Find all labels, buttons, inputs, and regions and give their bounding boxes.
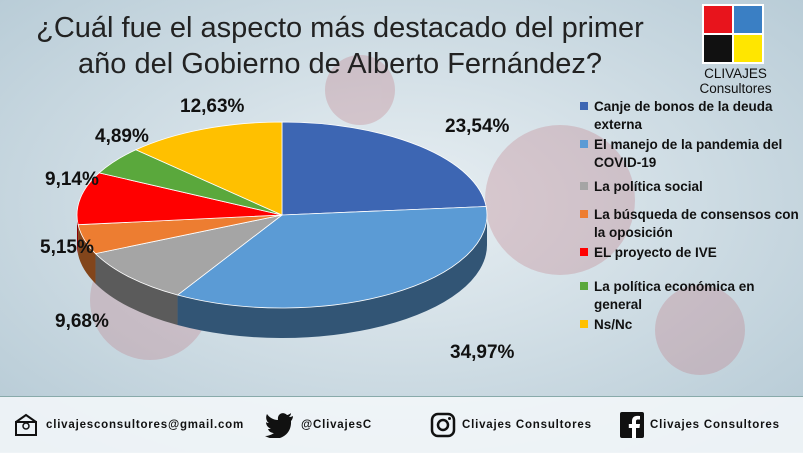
clivajes-logo bbox=[702, 4, 764, 64]
data-label-6: 4,89% bbox=[95, 126, 149, 147]
legend-swatch bbox=[580, 248, 588, 256]
legend-label: Ns/Nc bbox=[594, 317, 633, 332]
footer-facebook[interactable]: Clivajes Consultores bbox=[620, 411, 780, 439]
pie-slice-2 bbox=[176, 206, 488, 309]
legend-swatch bbox=[580, 210, 588, 218]
legend-swatch bbox=[580, 320, 588, 328]
pie-slice-7 bbox=[134, 121, 283, 216]
legend-label: La política económica en general bbox=[594, 279, 755, 312]
twitter-handle: @ClivajesC bbox=[301, 419, 372, 431]
brand-name: CLIVAJES Consultores bbox=[699, 66, 772, 96]
facebook-icon bbox=[620, 412, 644, 438]
legend-swatch bbox=[580, 140, 588, 148]
data-label-1: 23,54% bbox=[445, 116, 510, 137]
facebook-name: Clivajes Consultores bbox=[650, 419, 780, 431]
title-line-1: ¿Cuál fue el aspecto más destacado del p… bbox=[36, 12, 644, 44]
twitter-icon bbox=[265, 413, 293, 438]
chart-title: ¿Cuál fue el aspecto más destacado del p… bbox=[20, 10, 660, 82]
footer: clivajesconsultores@gmail.com @ClivajesC… bbox=[0, 396, 803, 453]
data-label-5: 9,14% bbox=[45, 169, 99, 190]
legend-item-4: La búsqueda de consensos con la oposició… bbox=[580, 206, 800, 242]
pie-slice-side-3 bbox=[95, 253, 178, 326]
data-label-3: 9,68% bbox=[55, 311, 109, 332]
footer-twitter[interactable]: @ClivajesC bbox=[265, 411, 372, 439]
pie-slice-side-4 bbox=[78, 224, 96, 284]
instagram-icon bbox=[430, 412, 456, 438]
data-label-4: 5,15% bbox=[40, 237, 94, 258]
legend-label: Canje de bonos de la deuda externa bbox=[594, 99, 773, 132]
data-label-7: 12,63% bbox=[180, 96, 245, 117]
pie-slice-5 bbox=[76, 172, 283, 226]
legend-item-3: La política social bbox=[580, 178, 800, 196]
footer-email[interactable]: clivajesconsultores@gmail.com bbox=[12, 411, 244, 439]
instagram-name: Clivajes Consultores bbox=[462, 419, 592, 431]
legend: Canje de bonos de la deuda externa El man… bbox=[580, 98, 800, 334]
pie-slice-1 bbox=[281, 121, 487, 216]
legend-item-2: El manejo de la pandemia del COVID-19 bbox=[580, 136, 800, 172]
legend-label: La búsqueda de consensos con la oposició… bbox=[594, 207, 799, 240]
legend-swatch bbox=[580, 102, 588, 110]
legend-item-5: EL proyecto de IVE bbox=[580, 244, 800, 262]
email-address: clivajesconsultores@gmail.com bbox=[46, 419, 245, 431]
legend-item-7: Ns/Nc bbox=[580, 316, 800, 334]
pie-slice-3 bbox=[94, 214, 283, 296]
legend-label: El manejo de la pandemia del COVID-19 bbox=[594, 137, 783, 170]
pie-chart: 23,54% 34,97% 9,68% 5,15% 9,14% 4,89% 12,63% bbox=[40, 96, 515, 363]
legend-swatch bbox=[580, 182, 588, 190]
legend-swatch bbox=[580, 282, 588, 290]
email-icon bbox=[15, 413, 37, 436]
legend-label: La política social bbox=[594, 179, 703, 194]
footer-instagram[interactable]: Clivajes Consultores bbox=[430, 411, 592, 439]
legend-item-6: La política económica en general bbox=[580, 278, 800, 314]
legend-item-1: Canje de bonos de la deuda externa bbox=[580, 98, 800, 134]
data-label-2: 34,97% bbox=[450, 342, 515, 363]
legend-label: EL proyecto de IVE bbox=[594, 245, 717, 260]
title-line-2: año del Gobierno de Alberto Fernández? bbox=[78, 48, 602, 80]
